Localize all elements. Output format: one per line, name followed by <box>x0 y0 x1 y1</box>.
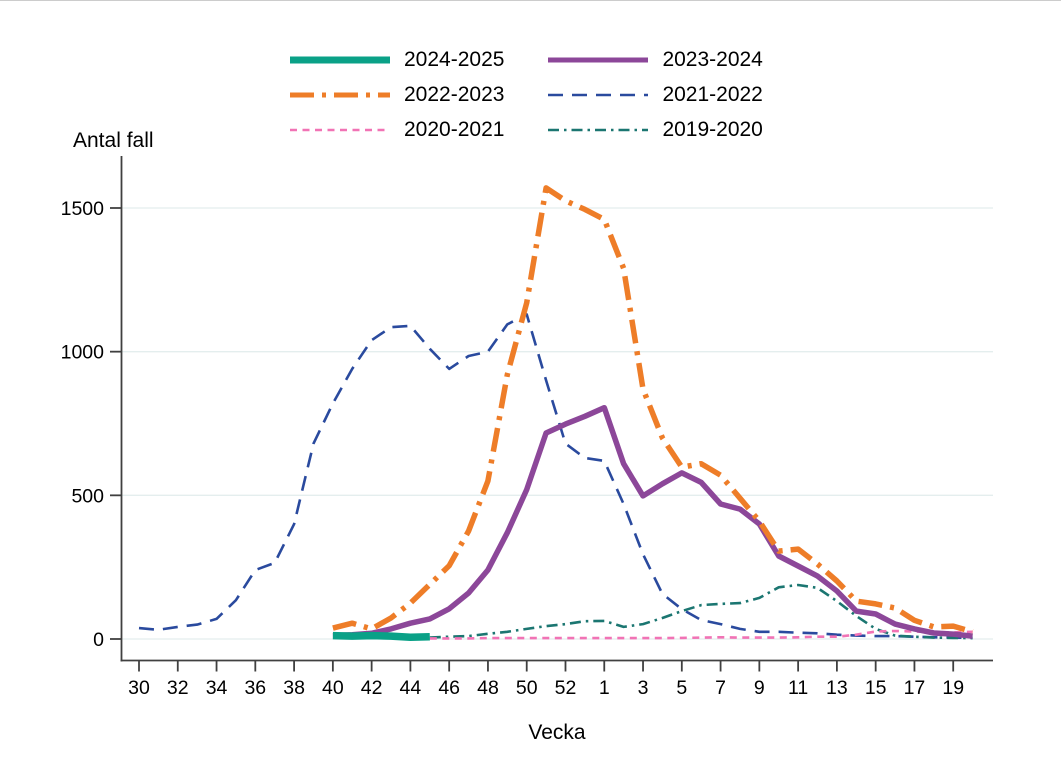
x-tick-label: 36 <box>244 677 266 699</box>
x-tick-label: 42 <box>361 677 383 699</box>
legend-label: 2021-2022 <box>662 83 763 107</box>
x-tick-label: 46 <box>438 677 460 699</box>
legend-line-icon <box>548 57 649 63</box>
y-tick-label: 500 <box>71 485 104 507</box>
x-tick-label: 13 <box>826 677 848 699</box>
y-tick-label: 1500 <box>61 198 105 220</box>
x-tick-label: 15 <box>865 677 887 699</box>
legend-line-icon <box>290 56 390 64</box>
legend-item-2020-2021: 2020-2021 <box>288 118 504 141</box>
x-tick-label: 11 <box>788 677 808 699</box>
legend-label: 2022-2023 <box>404 83 505 107</box>
y-tick-label: 0 <box>93 629 104 651</box>
series-line-2020-2021 <box>429 629 973 640</box>
x-tick-label: 38 <box>283 677 305 699</box>
x-tick-label: 44 <box>400 677 422 699</box>
series-line-2023-2024 <box>332 404 973 639</box>
x-tick-label: 40 <box>322 677 344 699</box>
x-tick-label: 7 <box>715 677 726 699</box>
y-tick-label: 1000 <box>61 342 105 364</box>
series-line-2024-2025 <box>332 631 430 642</box>
x-tick-label: 5 <box>676 677 687 699</box>
x-tick-label: 30 <box>128 677 150 699</box>
legend-item-2023-2024: 2023-2024 <box>546 48 763 71</box>
x-tick-label: 52 <box>555 677 577 699</box>
y-axis-title: Antal fall <box>73 129 154 152</box>
legend-line-icon <box>290 92 390 98</box>
legend-item-2019-2020: 2019-2020 <box>546 118 763 142</box>
legend-line-icon <box>548 128 649 132</box>
series-line-2019-2020 <box>429 583 973 640</box>
legend-line-icon <box>290 128 390 132</box>
x-tick-label: 48 <box>477 677 499 699</box>
x-tick-label: 17 <box>904 677 926 699</box>
x-tick-label: 3 <box>638 677 649 699</box>
x-tick-label: 1 <box>599 677 610 699</box>
legend-item-2022-2023: 2022-2023 <box>288 83 504 106</box>
legend-label: 2024-2025 <box>404 48 505 71</box>
chart-legend: 2024-2025 2023-2024 2022-2023 2021-2022 2020… <box>288 48 763 141</box>
legend-label: 2019-2020 <box>662 118 763 142</box>
legend-item-2024-2025: 2024-2025 <box>288 48 504 71</box>
series-line-2021-2022 <box>138 313 973 640</box>
legend-item-2021-2022: 2021-2022 <box>546 83 763 107</box>
legend-label: 2020-2021 <box>404 118 505 142</box>
legend-label: 2023-2024 <box>662 48 763 71</box>
x-tick-label: 19 <box>942 677 964 699</box>
x-tick-label: 32 <box>167 677 189 699</box>
x-tick-label: 34 <box>206 677 228 699</box>
legend-line-icon <box>548 93 649 96</box>
x-axis-title: Vecka <box>528 721 586 744</box>
series-line-2022-2023 <box>332 185 974 635</box>
x-tick-label: 50 <box>516 677 538 699</box>
x-tick-label: 9 <box>754 677 765 699</box>
